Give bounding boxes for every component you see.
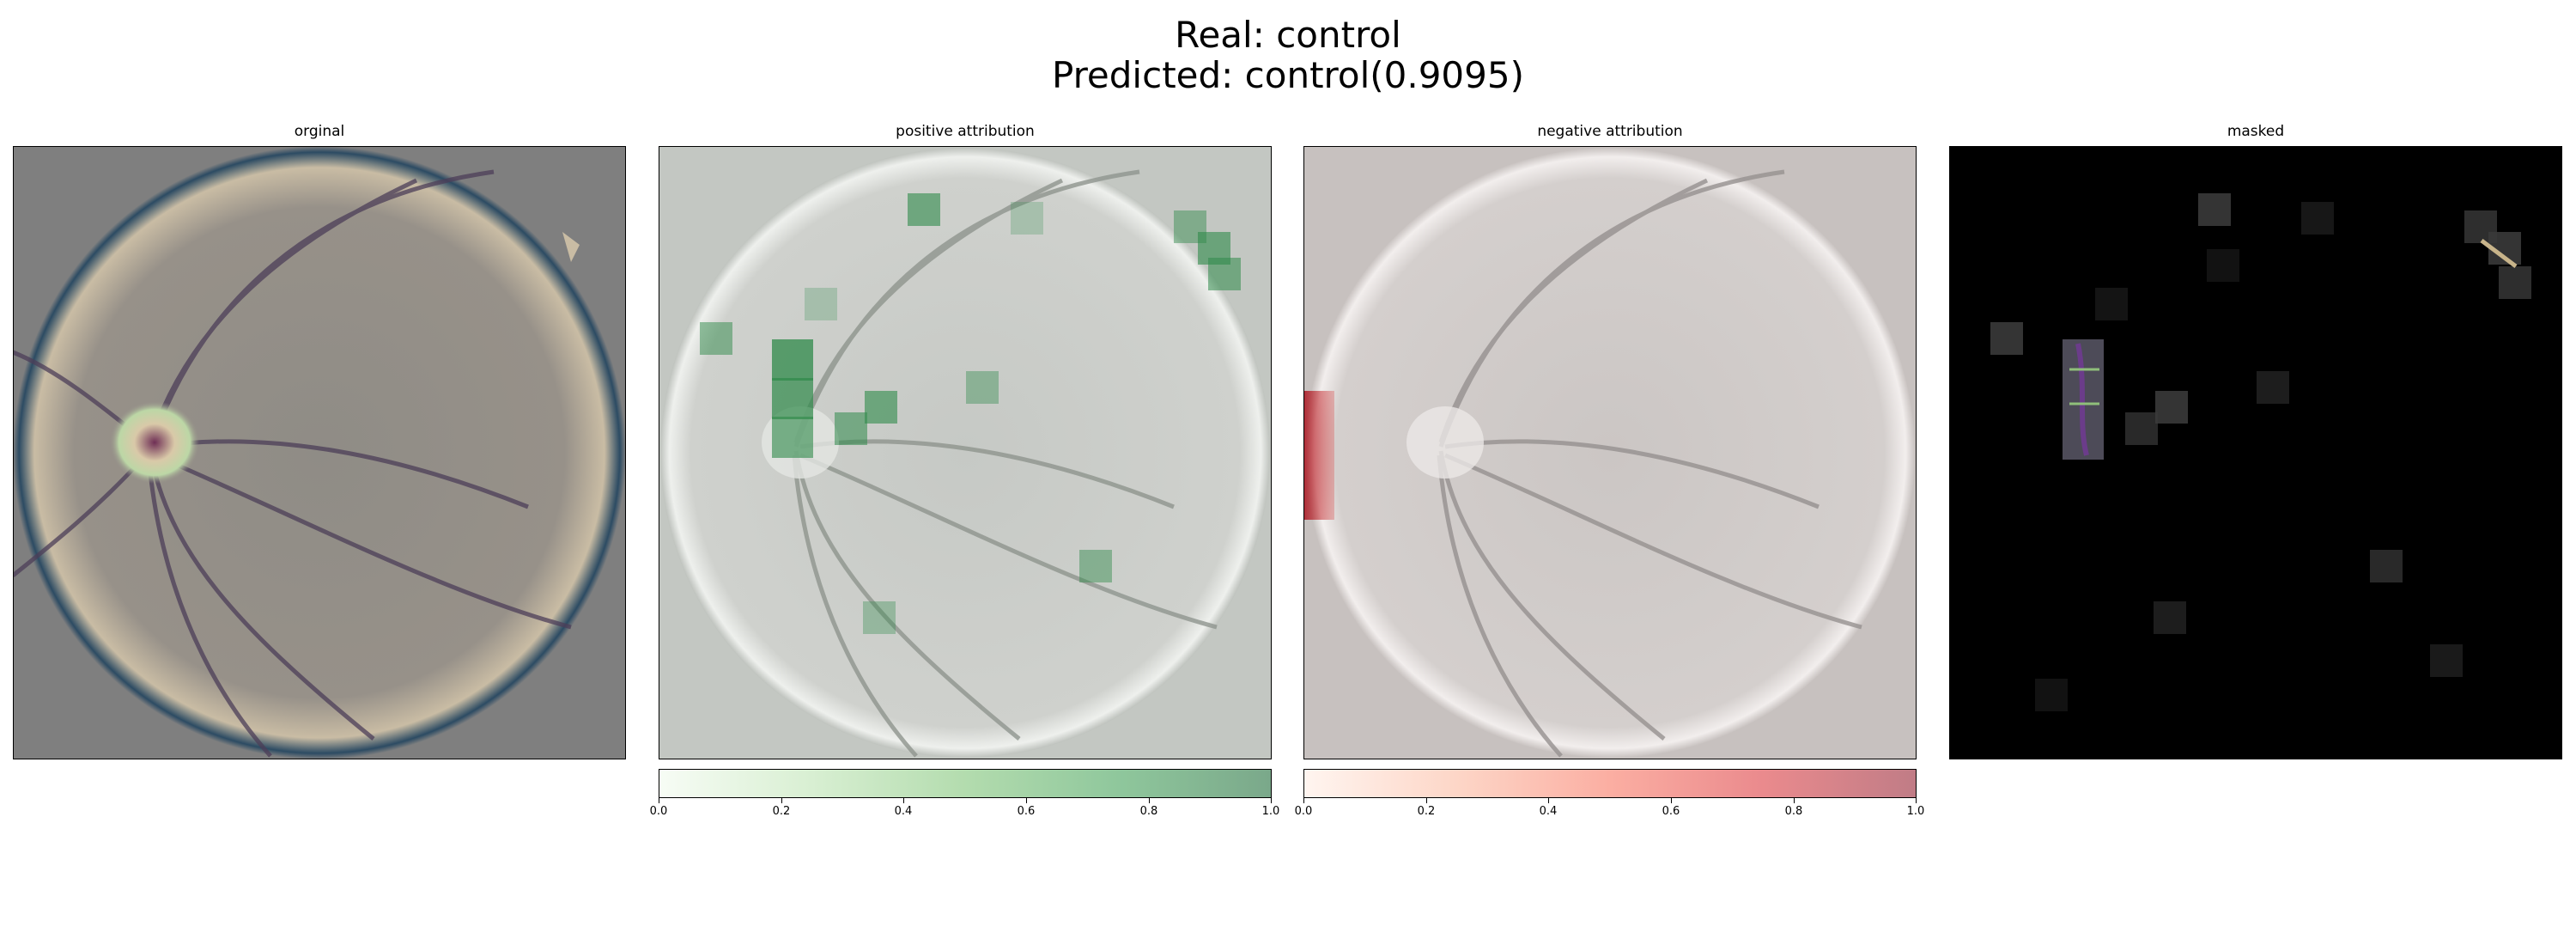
negative-attribution-overlay [1303,146,1917,759]
positive-colorbar-tickmark [1271,798,1272,803]
original-fundus-image [13,146,626,759]
positive-colorbar-tickmark [1149,798,1150,803]
panel-title-negative: negative attribution [1537,123,1683,140]
panel-title-original: orginal [294,123,345,140]
positive-colorbar-tick-label: 0.6 [1017,805,1036,818]
positive-colorbar-tick-label: 0.2 [772,805,791,818]
positive-colorbar-tickmark [781,798,782,803]
masked-image [1949,146,2562,759]
figure-title-real: Real: control [1175,14,1401,56]
positive-colorbar-tick-label: 0.4 [894,805,913,818]
positive-colorbar-tick-label: 0.0 [649,805,668,818]
positive-colorbar-tickmark [903,798,904,803]
negative-colorbar-tick-label: 0.2 [1417,805,1436,818]
positive-colorbar-tick-label: 0.8 [1139,805,1158,818]
negative-colorbar-tick-label: 0.4 [1539,805,1558,818]
negative-colorbar-tick-label: 1.0 [1906,805,1925,818]
negative-colorbar-tickmark [1548,798,1549,803]
negative-colorbar-tick-label: 0.0 [1294,805,1313,818]
negative-colorbar-tickmark [1303,798,1304,803]
negative-colorbar-tick-label: 0.6 [1662,805,1680,818]
positive-attribution-overlay [659,146,1272,759]
negative-colorbar-tickmark [1671,798,1672,803]
negative-colorbar [1303,769,1917,798]
negative-colorbar-tickmark [1794,798,1795,803]
panel-title-masked: masked [2227,123,2285,140]
panel-title-positive: positive attribution [896,123,1035,140]
positive-colorbar [659,769,1272,798]
negative-colorbar-tickmark [1426,798,1427,803]
figure-title-predicted: Predicted: control(0.9095) [1052,54,1524,96]
negative-colorbar-tickmark [1916,798,1917,803]
positive-colorbar-tickmark [1026,798,1027,803]
positive-colorbar-tick-label: 1.0 [1261,805,1280,818]
negative-colorbar-tick-label: 0.8 [1784,805,1803,818]
